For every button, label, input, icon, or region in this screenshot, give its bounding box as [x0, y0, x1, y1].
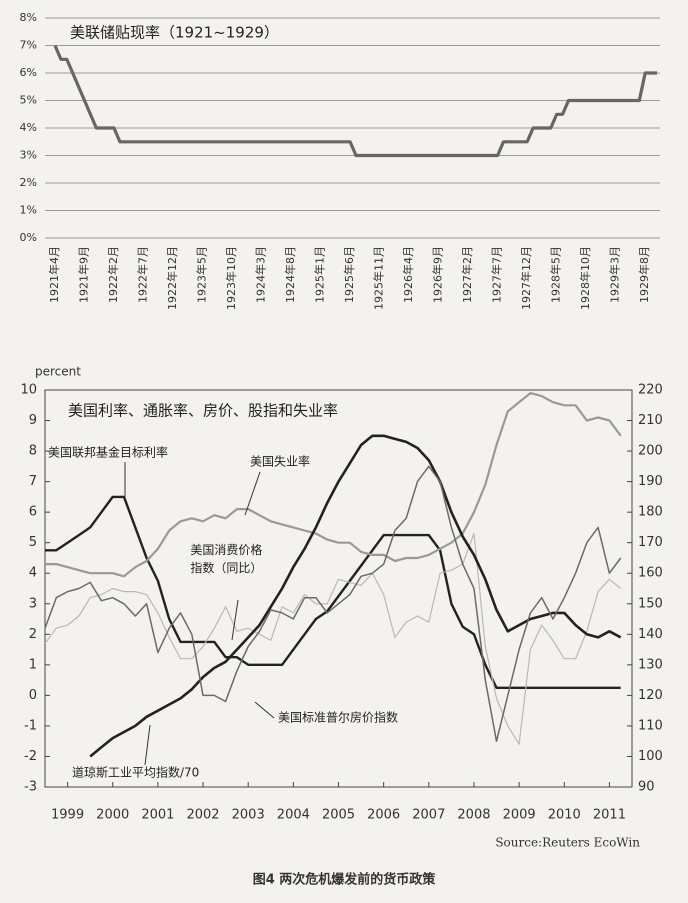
- leader-line: [254, 701, 275, 719]
- x-tick-label: 2000: [96, 808, 129, 823]
- y2-tick-label: 100: [638, 749, 663, 764]
- y-tick-label: 6: [29, 505, 37, 520]
- y-tick-label: 10: [20, 383, 37, 398]
- y-tick-label: 8%: [20, 11, 37, 24]
- series-label: 美国失业率: [250, 454, 310, 469]
- y-tick-label: 5: [29, 535, 37, 550]
- data-line: [45, 392, 622, 578]
- x-tick-label: 1923年5月: [195, 246, 209, 303]
- y-tick-label: 0: [29, 688, 37, 703]
- y-tick-label: 2: [29, 627, 37, 642]
- caption: 图4 两次危机爆发前的货币政策: [253, 872, 437, 888]
- y2-tick-label: 130: [638, 657, 663, 672]
- x-tick-label: 2011: [593, 808, 626, 823]
- data-line: [89, 434, 622, 758]
- y-tick-label: -3: [24, 780, 37, 795]
- data-line: [44, 465, 622, 742]
- x-tick-label: 2009: [503, 808, 536, 823]
- x-tick-label: 1922年12月: [165, 246, 179, 310]
- y2-tick-label: 220: [638, 383, 663, 398]
- x-tick-label: 2003: [232, 808, 265, 823]
- series-label: 美国标准普尔房价指数: [278, 710, 398, 725]
- y-tick-label: 7: [29, 474, 37, 489]
- y2-tick-label: 90: [638, 780, 655, 795]
- data-line: [44, 532, 622, 745]
- series-label: 道琼斯工业平均指数/70: [72, 765, 199, 780]
- y-tick-label: 7%: [20, 39, 37, 52]
- y-axis-label: percent: [35, 365, 81, 379]
- x-tick-label: 1927年12月: [519, 246, 533, 310]
- y-tick-label: 1%: [20, 204, 37, 217]
- x-tick-label: 2007: [412, 808, 445, 823]
- y-tick-label: 9: [29, 413, 37, 428]
- leader-line: [244, 471, 261, 516]
- x-tick-label: 1926年9月: [431, 246, 445, 303]
- x-tick-label: 1924年3月: [254, 246, 268, 303]
- y2-tick-label: 160: [638, 566, 663, 581]
- x-tick-label: 1924年8月: [283, 246, 297, 303]
- y2-tick-label: 210: [638, 413, 663, 428]
- series-label: 美国消费价格指数（同比）: [190, 543, 263, 575]
- y2-tick-label: 140: [638, 627, 663, 642]
- y-tick-label: -2: [24, 749, 37, 764]
- y2-tick-label: 200: [638, 444, 663, 459]
- data-line: [45, 495, 621, 689]
- y2-tick-label: 170: [638, 535, 663, 550]
- x-tick-label: 1926年4月: [401, 246, 415, 303]
- x-tick-label: 1927年2月: [460, 246, 474, 303]
- y-tick-label: 5%: [20, 94, 37, 107]
- x-tick-label: 2008: [457, 808, 490, 823]
- x-tick-label: 2005: [322, 808, 355, 823]
- series-label: 美国联邦基金目标利率: [48, 445, 168, 460]
- x-tick-label: 1999: [51, 808, 84, 823]
- data-line: [53, 44, 657, 158]
- chart-title: 美国利率、通胀率、房价、股指和失业率: [68, 402, 338, 420]
- y-tick-label: 0%: [20, 231, 37, 244]
- x-tick-label: 2006: [367, 808, 400, 823]
- y2-tick-label: 150: [638, 596, 663, 611]
- y-tick-label: 3%: [20, 149, 37, 162]
- x-tick-label: 1922年2月: [106, 246, 120, 303]
- x-tick-label: 2010: [548, 808, 581, 823]
- leader-line: [144, 724, 151, 766]
- y-tick-label: 8: [29, 444, 37, 459]
- y-tick-label: 1: [29, 657, 37, 672]
- y2-tick-label: 190: [638, 474, 663, 489]
- x-tick-label: 2001: [141, 808, 174, 823]
- x-tick-label: 1921年4月: [47, 246, 61, 303]
- y-tick-label: 2%: [20, 176, 37, 189]
- y-tick-label: 6%: [20, 66, 37, 79]
- x-tick-label: 1922年7月: [136, 246, 150, 303]
- x-tick-label: 1925年1月: [313, 246, 327, 303]
- source: Source:Reuters EcoWin: [495, 836, 640, 850]
- y-tick-label: -1: [24, 718, 37, 733]
- x-tick-label: 1923年10月: [224, 246, 238, 310]
- y2-tick-label: 120: [638, 688, 663, 703]
- x-tick-label: 2004: [277, 808, 310, 823]
- x-tick-label: 1925年6月: [342, 246, 356, 303]
- x-tick-label: 1921年9月: [77, 246, 91, 303]
- y-tick-label: 4%: [20, 121, 37, 134]
- y2-tick-label: 180: [638, 505, 663, 520]
- y-tick-label: 4: [29, 566, 37, 581]
- x-tick-label: 1929年3月: [608, 246, 622, 303]
- x-tick-label: 1928年10月: [578, 246, 592, 310]
- y-tick-label: 3: [29, 596, 37, 611]
- y2-tick-label: 110: [638, 718, 663, 733]
- x-tick-label: 1929年8月: [637, 246, 651, 303]
- x-tick-label: 1928年5月: [549, 246, 563, 303]
- x-tick-label: 1927年7月: [490, 246, 504, 303]
- x-tick-label: 2002: [186, 808, 219, 823]
- leader-line: [231, 599, 239, 641]
- x-tick-label: 1925年11月: [372, 246, 386, 310]
- chart-title: 美联储贴现率（1921~1929）: [70, 24, 279, 42]
